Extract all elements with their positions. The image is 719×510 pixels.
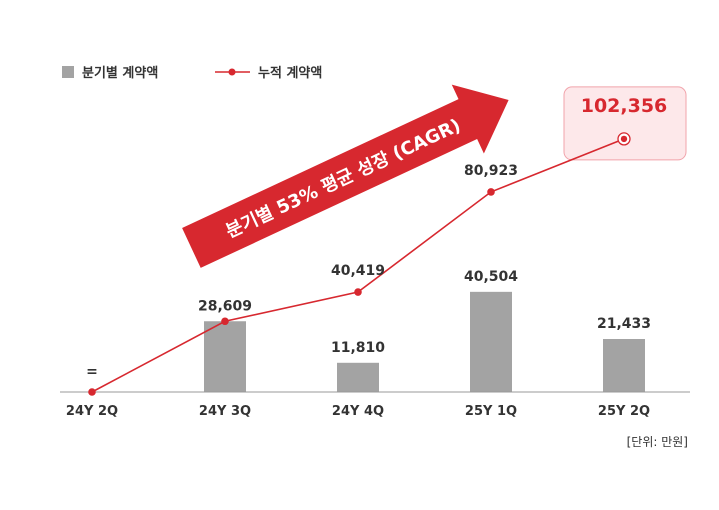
line-labels: 40,419 80,923 102,356 xyxy=(331,95,667,279)
bar-value-label: 40,504 xyxy=(464,269,518,285)
line-series xyxy=(88,132,631,396)
bars xyxy=(204,291,645,392)
highlight-box-shape xyxy=(563,86,687,161)
line-point xyxy=(354,288,362,296)
line-value-label: 102,356 xyxy=(581,95,668,117)
bar-value-label: 21,433 xyxy=(597,316,651,332)
bar-value-label: 11,810 xyxy=(331,340,385,356)
legend-line-marker xyxy=(228,68,236,76)
x-tick-label: 25Y 1Q xyxy=(465,404,517,419)
legend-bar-label: 분기별 계약액 xyxy=(82,65,158,81)
bar-value-label: 28,609 xyxy=(198,298,252,314)
x-ticks: 24Y 2Q 24Y 3Q 24Y 4Q 25Y 1Q 25Y 2Q xyxy=(66,404,650,419)
line-point xyxy=(88,388,96,396)
x-tick-label: 24Y 3Q xyxy=(199,404,251,419)
bar-value-label: = xyxy=(86,364,98,380)
x-tick-label: 24Y 2Q xyxy=(66,404,118,419)
bar xyxy=(603,339,645,392)
bar-labels: = 28,609 11,810 40,504 21,433 xyxy=(86,269,651,380)
legend-line-label: 누적 계약액 xyxy=(258,65,322,81)
bar xyxy=(470,291,512,392)
line-point xyxy=(221,317,229,326)
line-point xyxy=(487,188,495,196)
line-value-label: 40,419 xyxy=(331,263,385,279)
bar xyxy=(337,362,379,392)
highlight-box xyxy=(563,86,687,161)
line-value-label: 80,923 xyxy=(464,163,518,179)
legend-bar-swatch xyxy=(62,66,74,78)
x-tick-label: 25Y 2Q xyxy=(598,404,650,419)
legend: 분기별 계약액 누적 계약액 xyxy=(62,65,322,81)
growth-arrow-text: 분기별 53% 평균 성장 (CAGR) xyxy=(223,115,464,242)
x-tick-label: 24Y 4Q xyxy=(332,404,384,419)
line-point xyxy=(620,135,628,143)
growth-arrow-shape xyxy=(182,84,509,268)
unit-note: [단위: 만원] xyxy=(627,435,688,449)
bar xyxy=(204,321,246,392)
